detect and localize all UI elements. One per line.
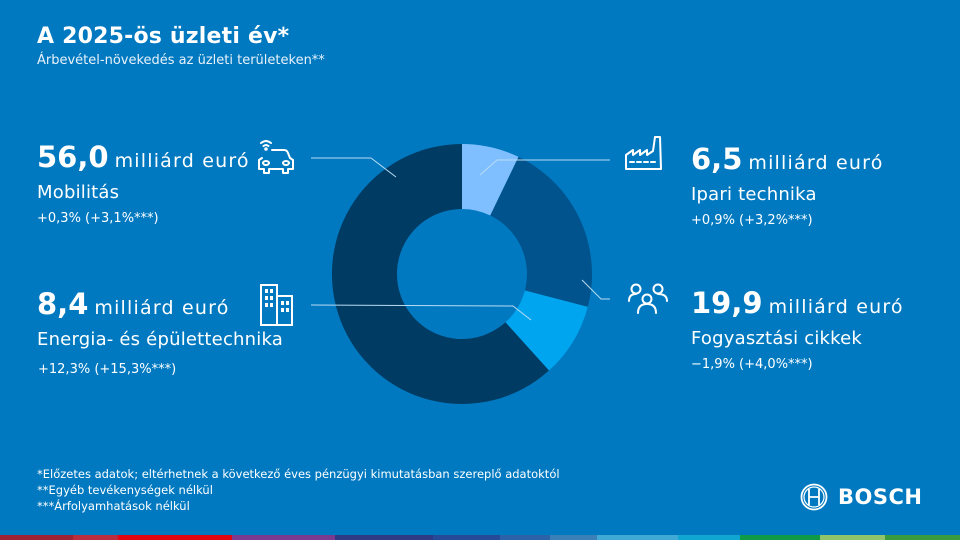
people-group-icon <box>628 283 668 314</box>
footnote-1: *Előzetes adatok; eltérhetnek a következ… <box>37 467 560 481</box>
segment-value: 56,0 <box>37 140 109 174</box>
segment-amount: 56,0 milliárd euró <box>37 143 250 172</box>
page-title: A 2025-ös üzleti év* <box>37 24 290 49</box>
segment-unit: milliárd euró <box>748 152 884 174</box>
buildings-icon <box>260 284 293 326</box>
segment-unit: milliárd euró <box>114 150 250 172</box>
bosch-armature-icon <box>800 483 828 511</box>
segment-name: Fogyasztási cikkek <box>691 328 863 349</box>
bosch-logo: BOSCH <box>800 483 922 511</box>
page-subtitle: Árbevétel-növekedés az üzleti területeke… <box>37 53 325 68</box>
segment-block-mobility: 56,0 milliárd euró Mobilitás +0,3% (+3,1%… <box>37 143 250 227</box>
segment-unit: milliárd euró <box>94 297 230 319</box>
segment-block-energy: 8,4 milliárd euró Energia- és épülettechn… <box>37 290 284 378</box>
footnotes: *Előzetes adatok; eltérhetnek a következ… <box>37 466 560 514</box>
donut-segment-energy <box>505 290 588 371</box>
factory-icon <box>625 136 662 170</box>
segment-unit: milliárd euró <box>768 296 904 318</box>
leader-line-industrial <box>479 159 610 176</box>
leader-line-consumer <box>581 279 610 300</box>
segment-growth: +0,9% (+3,2%***) <box>691 213 813 228</box>
car-connected-icon <box>258 140 294 174</box>
segment-name: Mobilitás <box>37 182 120 203</box>
donut-segment-consumer <box>490 156 592 307</box>
segment-value: 8,4 <box>37 287 89 321</box>
segment-amount: 8,4 milliárd euró <box>37 290 283 319</box>
segment-amount: 6,5 milliárd euró <box>691 145 884 174</box>
segment-block-consumer: 19,9 milliárd euró Fogyasztási cikkek −1,… <box>691 289 904 373</box>
footnote-3: ***Árfolyamhatások nélkül <box>37 499 190 513</box>
segment-growth: +0,3% (+3,1%***) <box>37 211 159 226</box>
segment-name: Ipari technika <box>691 184 817 205</box>
segment-value: 6,5 <box>691 142 743 176</box>
brand-color-stripe <box>0 535 960 540</box>
leader-line-energy <box>310 304 532 321</box>
leader-line-mobility <box>311 157 397 178</box>
segment-amount: 19,9 milliárd euró <box>691 289 904 318</box>
donut-segment-mobility <box>331 144 549 404</box>
segment-growth: +12,3% (+15,3%***) <box>38 362 177 377</box>
segment-value: 19,9 <box>691 286 763 320</box>
segment-name: Energia- és épülettechnika <box>37 329 284 350</box>
segment-block-industrial: 6,5 milliárd euró Ipari technika +0,9% (+… <box>691 145 884 229</box>
logo-wordmark: BOSCH <box>838 485 923 509</box>
segment-growth: −1,9% (+4,0%***) <box>691 357 813 372</box>
donut-segment-industrial <box>462 144 519 216</box>
footnote-2: **Egyéb tevékenységek nélkül <box>37 483 213 497</box>
